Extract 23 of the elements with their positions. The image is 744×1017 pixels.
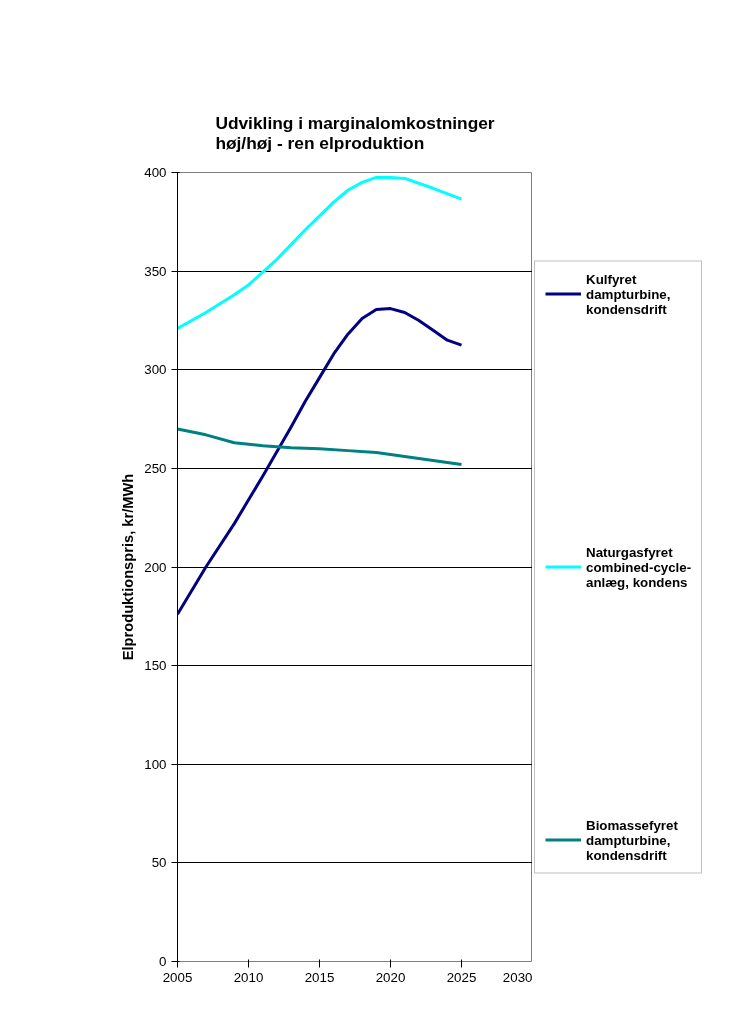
x-tick-label: 2005 [162,969,193,985]
y-tick-label: 350 [144,263,167,279]
chart-title: Udvikling i marginalomkostninger høj/høj - ren elproduktion [215,112,495,153]
x-tick-label: 2025 [446,969,477,985]
x-tick-label: 2020 [375,969,406,985]
y-tick-label: 0 [159,954,167,969]
legend-label: Kulfyret dampturbine, kondensdrift [586,271,671,316]
y-axis-title: Elproduktionspris, kr/MWh [120,473,137,661]
y-tick-label: 200 [144,559,167,575]
y-tick-label: 50 [151,855,167,871]
y-tick-label: 150 [144,658,167,674]
y-tick-label: 300 [144,362,167,378]
legend-label: Biomassefyret dampturbine, kondensdrift [586,817,678,862]
y-tick-label: 400 [144,165,167,180]
legend-label: Naturgasfyret combined-cycle- anlæg, kondens [586,544,692,589]
y-tick-label: 250 [144,460,167,476]
x-tick-label: 2010 [233,969,264,985]
line-series [177,427,463,466]
x-tick-label: 2015 [304,969,335,985]
y-tick-label: 100 [144,756,167,772]
line-series [177,175,463,330]
line-series [177,307,463,616]
x-tick-label: 2030 [502,969,533,985]
